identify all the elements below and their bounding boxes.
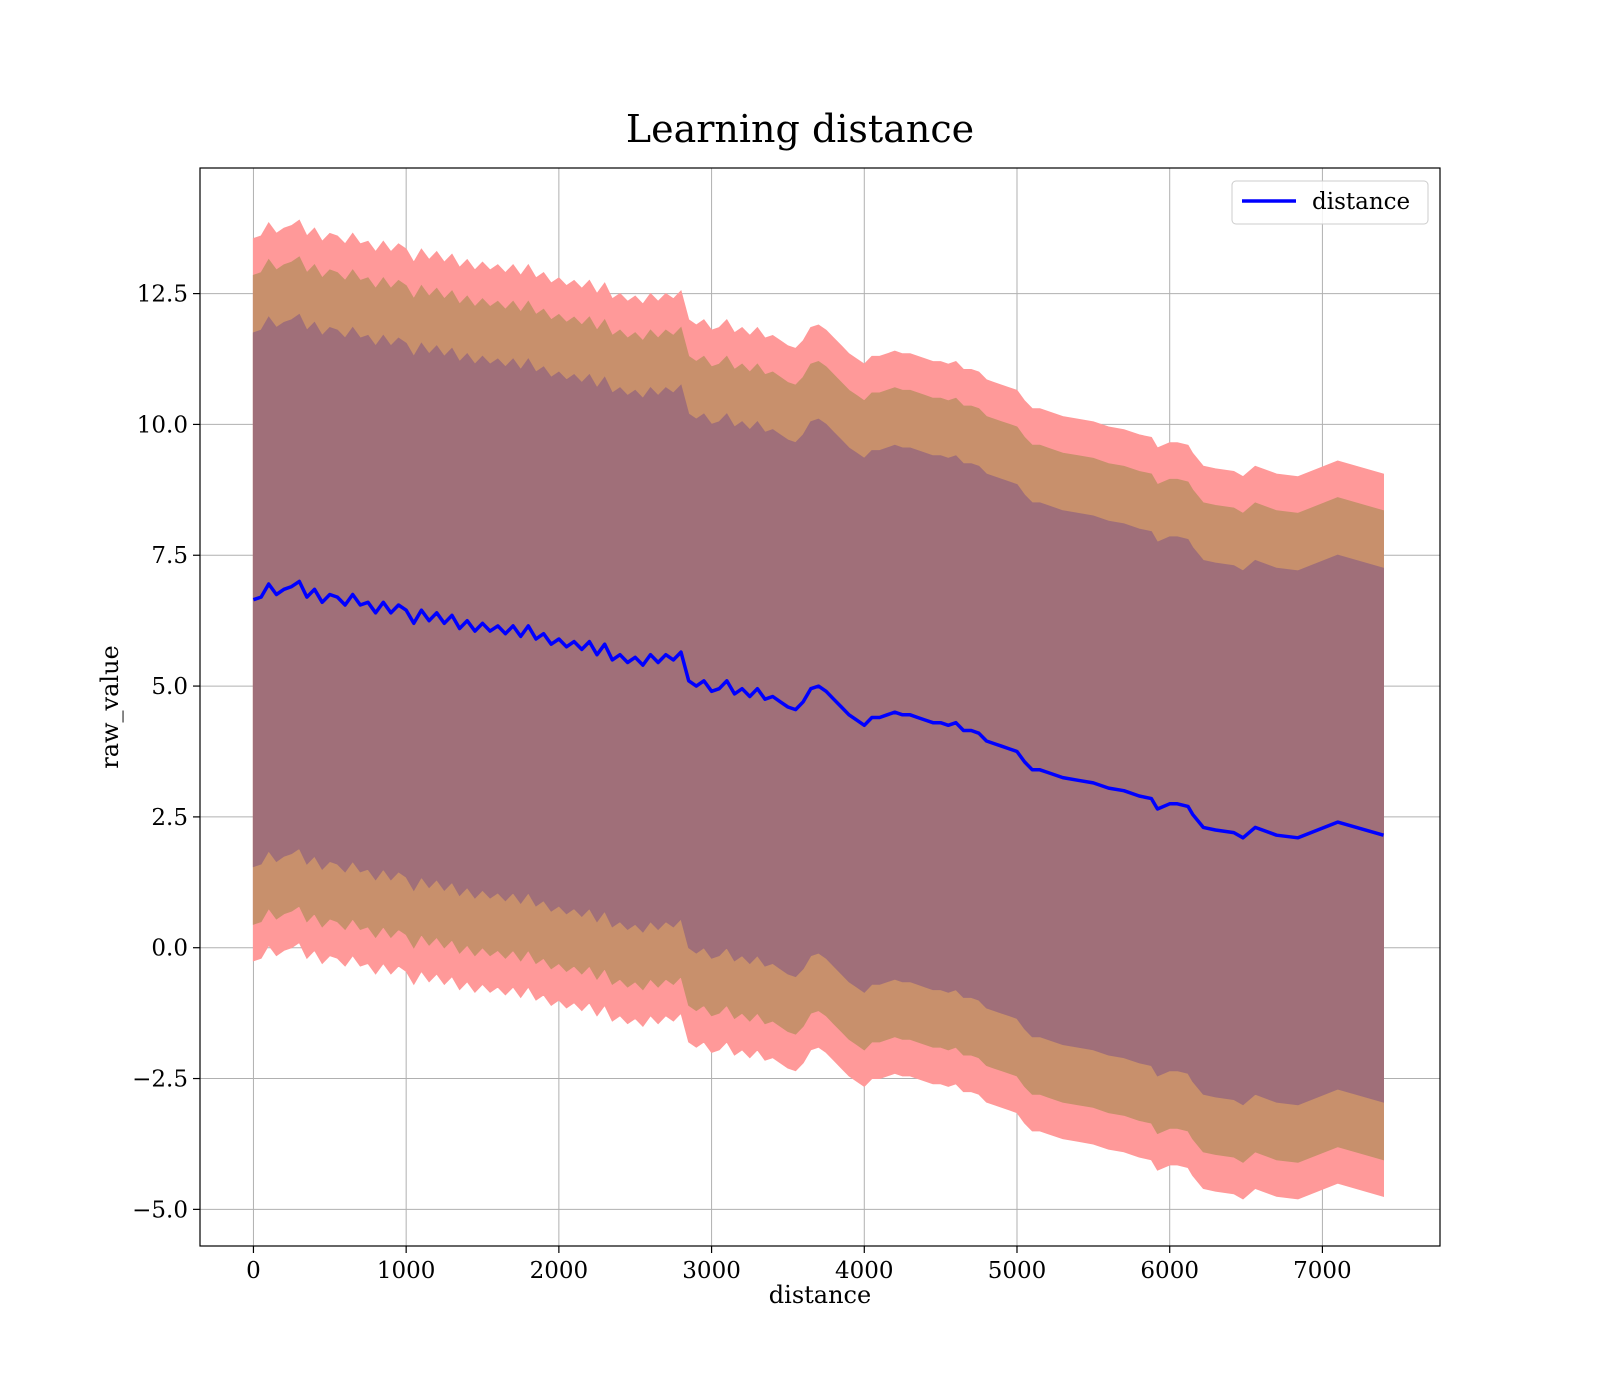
ticks: 0 1000 2000 3000 4000 5000 6000 7000 −5.0 −2.5 0.0… [132,282,1352,1284]
y-tick-label: 0.0 [151,936,188,962]
legend-label-distance: distance [1312,189,1410,215]
x-axis-label: distance [769,1281,871,1309]
x-tick-label: 5000 [988,1258,1047,1284]
x-tick-label: 6000 [1140,1258,1199,1284]
legend-box [1231,180,1429,225]
x-tick-label: 3000 [682,1258,741,1284]
y-tick-label: −5.0 [132,1197,188,1223]
y-tick-label: −2.5 [132,1067,188,1093]
x-tick-label: 1000 [377,1258,436,1284]
y-tick-label: 2.5 [151,805,188,831]
y-tick-label: 10.0 [137,412,188,438]
y-tick-label: 7.5 [151,543,188,569]
x-tick-label: 0 [246,1258,261,1284]
chart-title: Learning distance [626,107,974,151]
plot-frame [199,167,1441,1247]
legend: distance [1231,180,1429,225]
x-tick-label: 2000 [530,1258,589,1284]
y-tick-label: 5.0 [151,674,188,700]
x-tick-label: 7000 [1293,1258,1352,1284]
std-bands [252,219,1384,1200]
band-2 [252,313,1384,1106]
y-tick-label: 12.5 [137,282,188,308]
y-axis-label: raw_value [96,645,124,769]
series-line-distance [252,579,1384,840]
series-layer [252,579,1384,840]
x-tick-label: 4000 [835,1258,894,1284]
